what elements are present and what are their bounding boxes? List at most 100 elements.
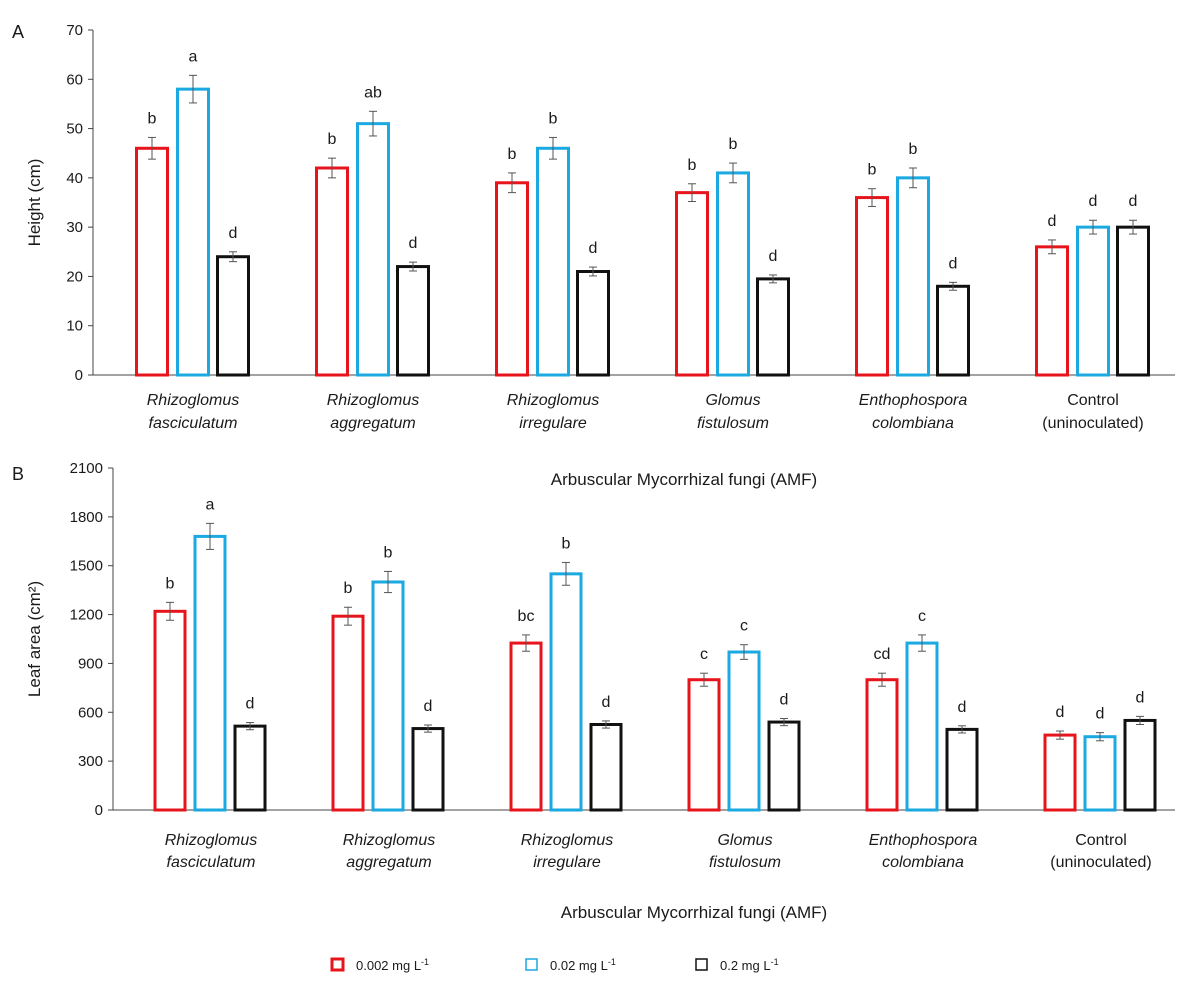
y-tick-label: 0: [75, 367, 83, 384]
y-axis-label: Leaf area (cm²): [25, 581, 44, 697]
significance-label: d: [1136, 689, 1145, 706]
significance-label: c: [740, 618, 748, 635]
bar: [176, 87, 210, 377]
legend-label: 0.002 mg L-1: [356, 957, 429, 973]
bar: [1123, 718, 1157, 812]
bar: [315, 166, 349, 377]
legend-label: 0.02 mg L-1: [550, 957, 616, 973]
category-label: aggregatum: [346, 854, 431, 871]
y-tick-label: 60: [66, 71, 83, 88]
x-axis-label: Arbuscular Mycorrhizal fungi (AMF): [561, 903, 827, 922]
significance-label: d: [1089, 193, 1098, 210]
y-tick-label: 30: [66, 219, 83, 236]
y-tick-label: 1200: [70, 607, 103, 624]
panel-a-height: A 0 10 20 30 40 50 60 70 Height (cm) b b b b b d a ab b b b d…: [12, 22, 1175, 489]
category-label: Rhizoglomus: [507, 392, 599, 409]
bar: [1076, 225, 1110, 377]
bar: [536, 146, 570, 377]
category-label: Rhizoglomus: [165, 832, 257, 849]
category-label: Enthophospora: [859, 392, 968, 409]
category-label: Control: [1075, 832, 1127, 849]
significance-label: d: [949, 255, 958, 272]
category-label: aggregatum: [330, 415, 415, 432]
significance-label: a: [206, 496, 215, 513]
y-tick-label: 0: [95, 802, 103, 819]
significance-label: ab: [364, 84, 382, 101]
bar: [576, 270, 610, 377]
bar: [371, 580, 405, 812]
significance-label: d: [602, 694, 611, 711]
category-label: Enthophospora: [869, 832, 978, 849]
significance-label: d: [1056, 704, 1065, 721]
category-label: Rhizoglomus: [147, 392, 239, 409]
y-tick-label: 1500: [70, 558, 103, 575]
bar: [1035, 245, 1069, 377]
significance-label: d: [246, 696, 255, 713]
significance-label: b: [868, 162, 877, 179]
significance-label: d: [229, 225, 238, 242]
significance-label: d: [589, 240, 598, 257]
legend: 0.002 mg L-1 0.02 mg L-1 0.2 mg L-1: [330, 957, 779, 973]
legend-swatch: [525, 958, 538, 971]
category-label: irregulare: [519, 415, 587, 432]
category-label: Glomus: [705, 392, 760, 409]
bar: [153, 609, 187, 812]
significance-label: b: [549, 110, 558, 127]
bar: [396, 265, 430, 377]
bar: [549, 572, 583, 812]
significance-label: b: [508, 146, 517, 163]
legend-swatch: [330, 957, 345, 972]
category-label: Rhizoglomus: [521, 832, 613, 849]
category-label: Glomus: [717, 832, 772, 849]
significance-label: d: [958, 699, 967, 716]
panel-letter: B: [12, 464, 24, 484]
bar: [675, 191, 709, 377]
bar: [193, 534, 227, 812]
y-tick-label: 70: [66, 22, 83, 39]
bar: [1043, 733, 1077, 812]
significance-label: b: [328, 131, 337, 148]
category-label: (uninoculated): [1050, 854, 1151, 871]
category-label: (uninoculated): [1042, 415, 1143, 432]
significance-label: cd: [874, 646, 891, 663]
x-axis-label: Arbuscular Mycorrhizal fungi (AMF): [551, 470, 817, 489]
significance-label: b: [729, 136, 738, 153]
significance-label: d: [780, 691, 789, 708]
category-label: colombiana: [882, 854, 964, 871]
bar: [331, 614, 365, 812]
y-tick-label: 900: [78, 655, 103, 672]
bar: [855, 196, 889, 377]
significance-label: b: [148, 110, 157, 127]
category-label: colombiana: [872, 415, 954, 432]
y-tick-label: 20: [66, 268, 83, 285]
category-label: fasciculatum: [167, 854, 256, 871]
bar: [865, 678, 899, 812]
bar: [936, 284, 970, 377]
bar: [727, 650, 761, 812]
y-tick-label: 1800: [70, 509, 103, 526]
significance-label: b: [909, 141, 918, 158]
bar: [1116, 225, 1150, 377]
bar: [589, 723, 623, 812]
bar: [411, 727, 445, 812]
significance-label: b: [344, 580, 353, 597]
y-axis-label: Height (cm): [25, 159, 44, 247]
bar: [1083, 735, 1117, 812]
significance-label: c: [700, 646, 708, 663]
significance-label: b: [166, 575, 175, 592]
bar: [905, 641, 939, 812]
significance-label: a: [189, 48, 198, 65]
bar: [135, 146, 169, 377]
category-label: fistulosum: [709, 854, 781, 871]
significance-label: d: [424, 698, 433, 715]
significance-label: d: [1096, 706, 1105, 723]
significance-label: b: [688, 157, 697, 174]
bar: [767, 720, 801, 812]
significance-label: c: [918, 608, 926, 625]
bar: [233, 724, 267, 812]
y-tick-label: 600: [78, 704, 103, 721]
category-label: Rhizoglomus: [343, 832, 435, 849]
bar: [945, 727, 979, 812]
bar: [509, 641, 543, 812]
